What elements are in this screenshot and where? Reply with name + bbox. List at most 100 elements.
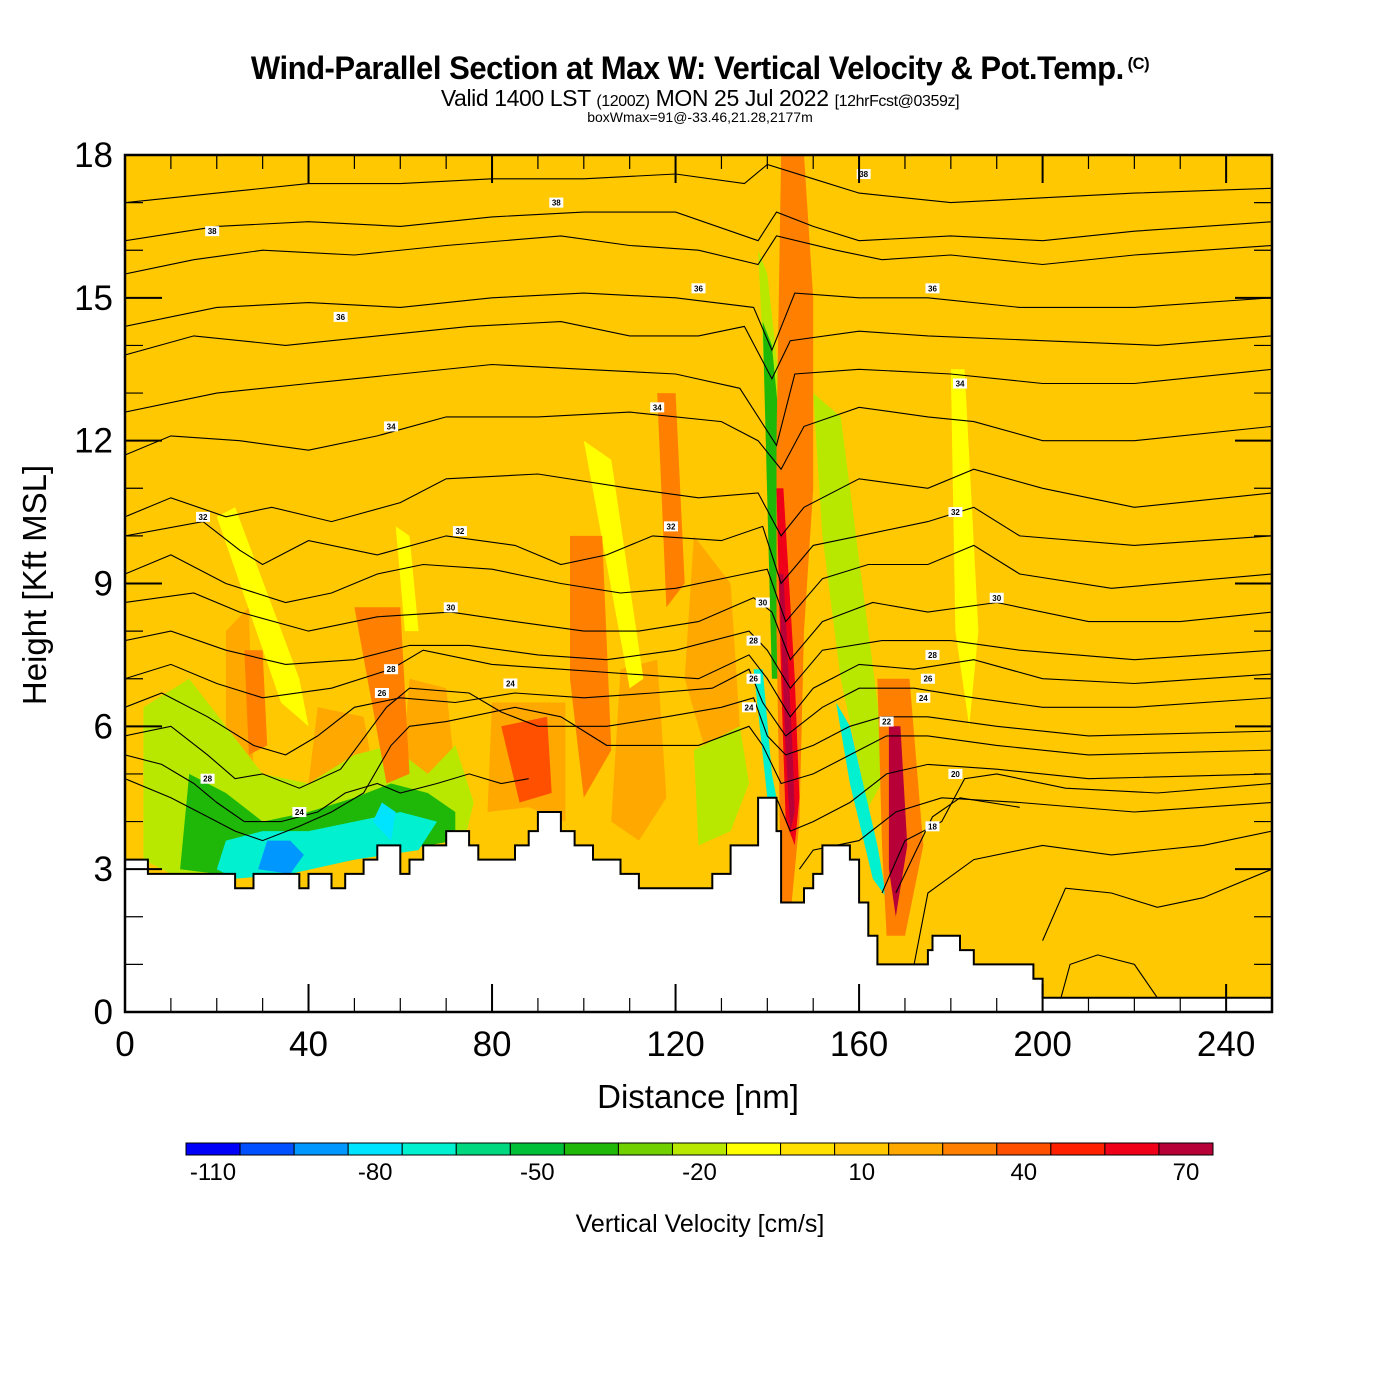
w-region-mid-weak-updraft-lobe-6 [684,535,740,774]
y-axis-title: Height [Kft MSL] [16,465,53,705]
isentrope-35 [125,363,1272,447]
terrain [125,796,1272,1012]
y-tick-label: 9 [94,565,113,604]
contour-label: 28 [200,773,215,784]
contour-label: 24 [741,702,756,713]
isentrope-29 [125,630,1272,690]
colorbar-tick-label: 10 [848,1159,875,1186]
w-region-upper-weak-updraft-band-2 [464,155,561,536]
contour-label: 32 [948,507,963,518]
contour-label: 28 [746,635,761,646]
contour-label: 36 [925,283,940,294]
x-tick-label: 40 [289,1025,328,1064]
w-region-downdraft-band-upper-left [216,507,309,727]
colorbar-bin [509,1142,565,1156]
x-tick-label: 200 [1013,1025,1071,1064]
contour-label-text: 36 [928,284,937,293]
contour-label: 34 [384,421,399,432]
isentrope-31 [125,544,1272,623]
contour-label-text: 18 [928,822,937,831]
contour-label-text: 38 [859,170,868,179]
isentrope-33 [125,468,1272,537]
w-region-updraft-mid-orange-streaks-2 [657,393,685,608]
colorbar: -110 -80 -50 -20 10 40 70 [185,1142,1214,1186]
contour-label-text: 32 [455,527,464,536]
w-region-downdraft-near-surface-left-peak [258,840,304,874]
contour-label-text: 38 [552,199,561,208]
contour-label-text: 36 [336,313,345,322]
w-region-downdraft-central-lower-streak [753,669,777,798]
x-tick-label: 120 [646,1025,704,1064]
contour-label-text: 26 [377,689,386,698]
contour-label-text: 30 [758,599,767,608]
chart-subtitle: Valid 1400 LST (1200Z) MON 25 Jul 2022 [… [0,85,1400,112]
isentrope-18 [913,830,1272,965]
valid-date: MON 25 Jul 2022 [655,85,829,111]
contour-label-text: 24 [919,694,928,703]
contour-label: 24 [503,678,518,689]
contour-label: 22 [879,716,894,727]
chart-title-text: Wind-Parallel Section at Max W: Vertical… [250,50,1124,86]
contour-label: 38 [549,197,564,208]
isentrope-27 [125,668,1272,756]
isentrope-14 [1060,954,1158,999]
w-region-downdraft-near-surface-left-peak-2 [372,802,396,841]
x-axis-title: Distance [nm] [597,1078,799,1115]
contour-label-text: 26 [749,675,758,684]
isentrope-36 [125,321,1272,381]
contour-label-text: 34 [956,380,965,389]
colorbar-title: Vertical Velocity [cm/s] [576,1210,825,1238]
isentrope-22 [798,797,1272,870]
contour-label-text: 24 [506,679,515,688]
y-tick-label: 3 [94,850,113,889]
colorbar-bin [671,1142,728,1156]
colorbar-bin [834,1142,890,1156]
isentrope-38 [125,235,1272,275]
contour-label-text: 28 [203,775,212,784]
contour-label: 20 [948,768,963,779]
colorbar-bin [239,1142,295,1156]
w-region-downdraft-second-streak-lower [836,702,887,898]
isentrope-25 [125,754,529,823]
w-region-downdraft-mid-lower [693,726,749,846]
contour-label: 34 [953,378,968,389]
colorbar-bin [888,1142,944,1156]
colorbar-tick-label: 70 [1173,1159,1200,1186]
x-tick-label: 160 [830,1025,888,1064]
contour-label-text: 30 [992,594,1001,603]
contour-label-text: 34 [653,403,662,412]
isentrope-10 [895,797,1020,894]
box-wmax-info: boxWmax=91@-33.46,21.28,2177m [587,109,813,125]
w-region-right-lower-weak-updraft [1070,440,1162,989]
colorbar-tick-label: 40 [1010,1159,1037,1186]
contour-label: 18 [925,821,940,832]
colorbar-bin [1158,1142,1214,1156]
colorbar-bin [455,1142,511,1156]
isentrope-24 [125,706,1272,842]
contour-label: 32 [663,521,678,532]
contour-label: 30 [989,592,1004,603]
x-tick-label: 0 [115,1025,134,1064]
contour-label-text: 38 [208,227,217,236]
isentrope-23 [775,763,1272,832]
contour-label: 26 [920,673,935,684]
contour-label: 24 [916,692,931,703]
w-region-upper-weak-updraft-band-3 [602,155,713,584]
isentrope-28 [125,649,1272,718]
w-region-updraft-central-peak [778,574,795,832]
contour-label-text: 30 [446,603,455,612]
colorbar-bin [293,1142,349,1156]
forecast-info: [12hrFcst@0359z] [834,93,960,110]
colorbar-bin [617,1142,673,1156]
contour-label-text: 24 [745,703,754,712]
isentrope-16 [1042,868,1272,941]
w-region-updraft-mid-orange-streaks-4 [501,716,552,803]
w-region-downdraft-second-streak-mid [813,393,887,808]
w-region-updraft-second-core [888,726,908,917]
contour-label: 26 [746,673,761,684]
isentrope-20 [881,773,1272,894]
colorbar-tick-label: -80 [358,1159,393,1186]
colorbar-bin [726,1142,782,1156]
colorbar-tick-label: -20 [682,1159,717,1186]
